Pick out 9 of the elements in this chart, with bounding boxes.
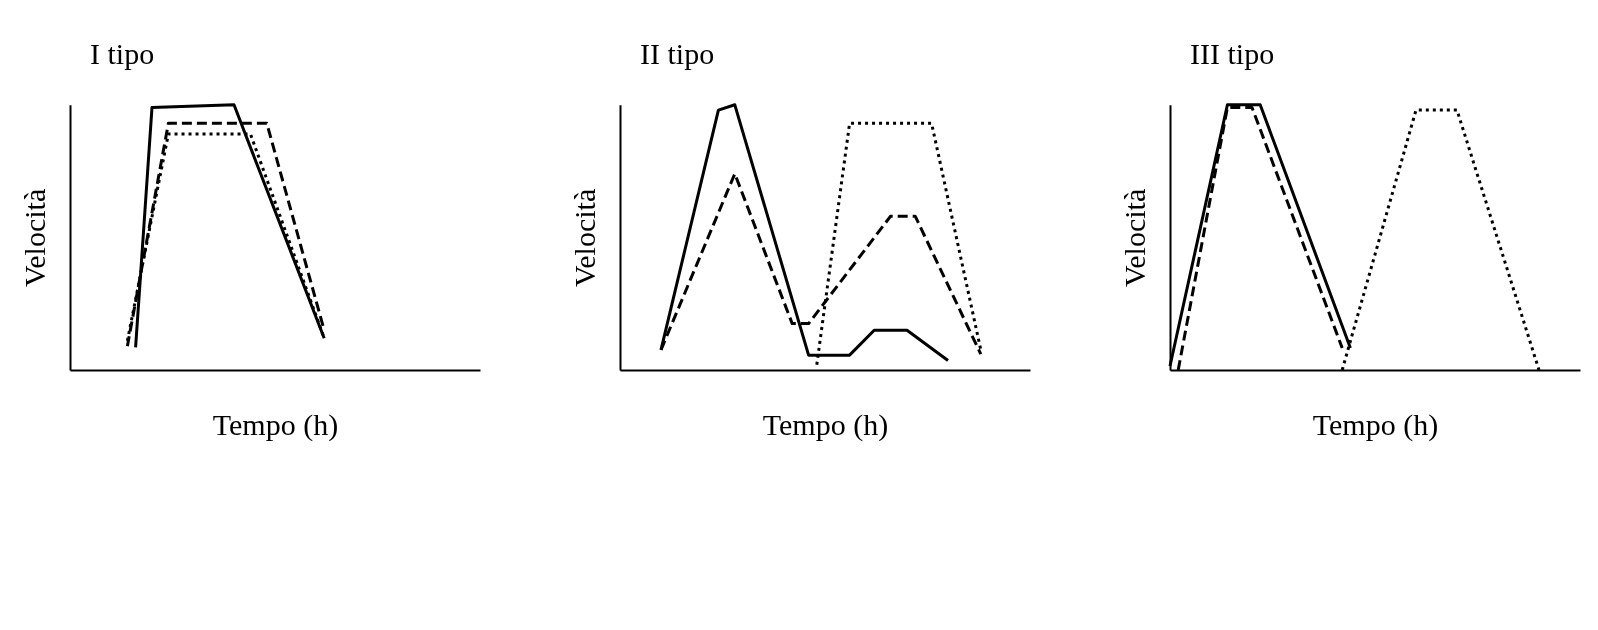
chart-title: II tipo (640, 37, 715, 70)
y-axis-title: Velocità (17, 188, 51, 288)
y-axis-title: Velocità (1117, 188, 1151, 288)
x-axis-title: Tempo (h) (212, 407, 339, 442)
y-axis-title: Velocità (567, 188, 601, 288)
x-axis-title: Tempo (h) (762, 407, 889, 442)
chart-title: III tipo (1190, 37, 1275, 70)
chart-title: I tipo (90, 37, 155, 70)
x-axis-title: Tempo (h) (1312, 407, 1439, 442)
